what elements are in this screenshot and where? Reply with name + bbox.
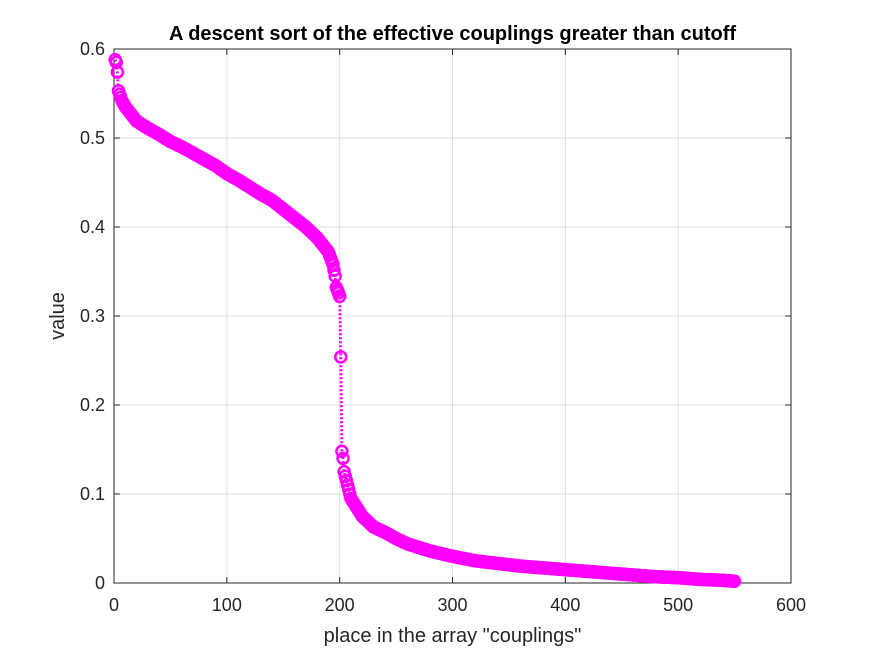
y-tick-label: 0.3 [80, 306, 105, 326]
tick-labels: 0 100 200 300 400 500 600 0 0.1 0.2 0.3 0.4 0.5 0.6 [80, 39, 806, 615]
data-point [334, 350, 348, 364]
x-tick-label: 100 [212, 595, 242, 615]
y-tick-label: 0 [95, 573, 105, 593]
x-tick-label: 400 [550, 595, 580, 615]
x-tick-label: 0 [109, 595, 119, 615]
x-tick-label: 300 [437, 595, 467, 615]
data-point [110, 65, 125, 79]
series-layer [108, 52, 742, 588]
x-axis-label: place in the array "couplings" [324, 625, 582, 647]
y-tick-label: 0.6 [80, 39, 105, 59]
x-tick-label: 200 [325, 595, 355, 615]
data-point [332, 289, 347, 304]
y-tick-label: 0.5 [80, 128, 105, 148]
data-point [336, 451, 350, 466]
y-tick-label: 0.4 [80, 217, 105, 237]
x-tick-label: 600 [776, 595, 806, 615]
series-markers [108, 52, 742, 588]
x-tick-label: 500 [663, 595, 693, 615]
data-point [327, 263, 341, 277]
data-point [727, 574, 742, 588]
y-tick-label: 0.1 [80, 484, 105, 504]
y-tick-label: 0.2 [80, 395, 105, 415]
chart-title: A descent sort of the effective coupling… [169, 23, 736, 45]
data-point [335, 444, 349, 459]
y-axis-label: value [47, 292, 69, 340]
axes-frame [113, 48, 792, 584]
